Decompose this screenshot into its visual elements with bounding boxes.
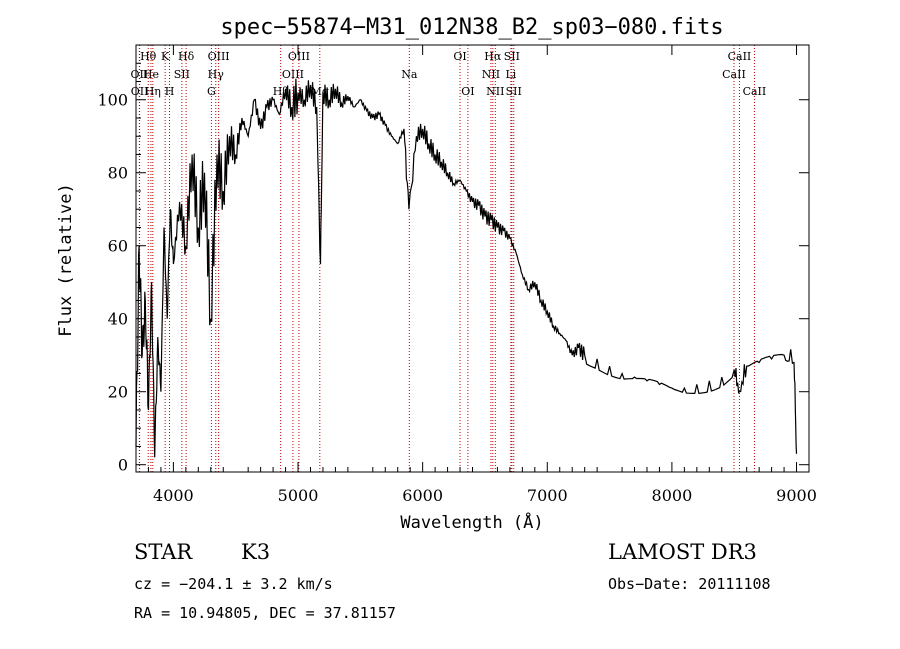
line-label: NII [482, 68, 500, 81]
star-subclass: K3 [241, 540, 271, 564]
x-axis-label: Wavelength (Å) [400, 511, 543, 533]
line-label: SII [174, 68, 190, 81]
x-tick-label: 7000 [527, 486, 568, 505]
coordinates: RA = 10.94805, DEC = 37.81157 [134, 604, 396, 622]
line-label: Hη [145, 85, 161, 98]
observation-date: Obs−Date: 20111108 [608, 575, 771, 593]
line-label: SII [504, 50, 520, 63]
line-label: OII [131, 68, 149, 81]
redshift-value: cz = −204.1 ± 3.2 km/s [134, 575, 333, 593]
line-label: OIII [288, 50, 310, 63]
line-label: Na [401, 68, 418, 81]
line-label: NII [486, 85, 504, 98]
line-label: Hδ [178, 50, 195, 63]
line-markers [138, 45, 755, 472]
line-label: H [165, 85, 175, 98]
x-tick-label: 4000 [153, 486, 194, 505]
chart-title: spec−55874−M31_012N38_B2_sp03−080.fits [220, 15, 723, 40]
line-label: CaII [743, 85, 767, 98]
survey-name: LAMOST DR3 [608, 540, 757, 564]
line-label: OI [453, 50, 466, 63]
spectrum-series-line [135, 78, 798, 458]
y-tick-label: 20 [108, 383, 128, 402]
y-axis-ticks: 0 20 40 60 80 100 [97, 62, 809, 475]
line-label: OIII [208, 50, 230, 63]
line-label: K [161, 50, 170, 63]
star-class: STAR [134, 540, 193, 564]
line-label: SII [506, 85, 522, 98]
line-label: OIII [282, 68, 304, 81]
x-tick-label: 5000 [278, 486, 319, 505]
x-tick-label: 9000 [776, 486, 817, 505]
x-axis-ticks: 4000 5000 6000 7000 8000 9000 [135, 45, 817, 505]
line-label: Hθ [140, 50, 157, 63]
plot-frame [135, 44, 810, 473]
line-label: G [207, 85, 216, 98]
line-label: He [143, 68, 159, 81]
line-label: Hγ [208, 68, 225, 81]
line-label: Li [505, 68, 516, 81]
y-axis-label: Flux (relative) [56, 183, 76, 337]
line-label: CaII [728, 50, 752, 63]
x-tick-label: 8000 [652, 486, 693, 505]
y-tick-label: 80 [108, 164, 128, 183]
y-tick-label: 40 [108, 310, 128, 329]
y-tick-label: 100 [97, 91, 128, 110]
line-label: OII [131, 85, 149, 98]
y-tick-label: 0 [118, 456, 128, 475]
line-label: CaII [722, 68, 746, 81]
line-labels: OIIOIIHθHeHηKHSIIHδGHγOIIIHβOIIIOIIIMgNa… [131, 50, 767, 98]
x-tick-label: 6000 [402, 486, 443, 505]
y-tick-label: 60 [108, 237, 128, 256]
line-label: OI [461, 85, 474, 98]
line-label: Hα [484, 50, 502, 63]
